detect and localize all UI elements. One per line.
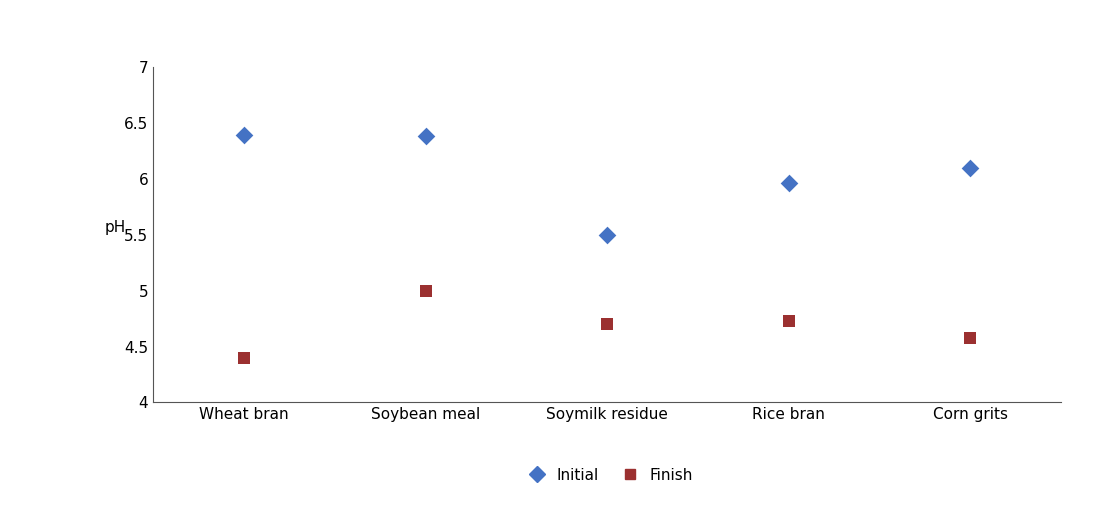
Point xyxy=(780,317,798,325)
Point xyxy=(962,333,979,342)
Legend: Initial, Finish: Initial, Finish xyxy=(515,461,699,489)
Point xyxy=(780,179,798,187)
Point xyxy=(417,286,434,295)
Y-axis label: pH: pH xyxy=(105,220,126,235)
Point xyxy=(962,164,979,172)
Point xyxy=(417,132,434,140)
Point xyxy=(235,353,253,362)
Point xyxy=(235,131,253,139)
Point xyxy=(598,231,616,239)
Point xyxy=(598,320,616,328)
